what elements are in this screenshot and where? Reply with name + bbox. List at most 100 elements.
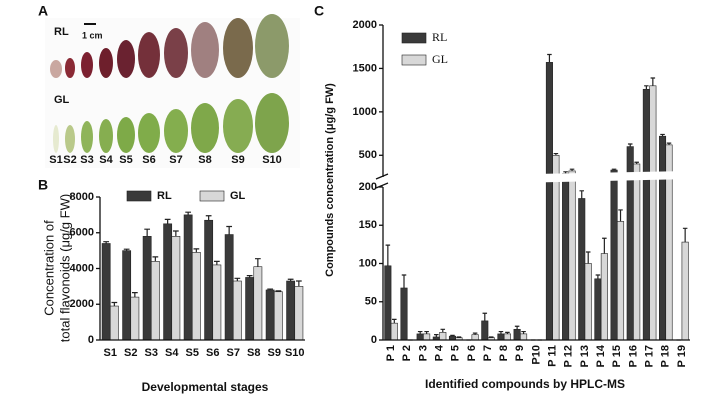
leaf: [138, 113, 160, 153]
error-bar: [172, 230, 179, 237]
x-tick-label: P 6: [466, 345, 478, 361]
error-bar: [482, 312, 488, 321]
leaf: [255, 14, 289, 78]
bar: [658, 135, 667, 341]
x-tick-label: P 4: [433, 344, 445, 361]
y-tick-label: 0: [88, 334, 94, 346]
stage-label: S7: [169, 154, 182, 166]
x-tick-label: P10: [530, 345, 542, 365]
row-label: RL: [54, 26, 69, 38]
y-tick-label: 2000: [70, 298, 94, 310]
error-bar: [682, 227, 688, 243]
x-tick-label: S5: [186, 347, 199, 359]
x-tick-label: S3: [145, 347, 158, 359]
bar: [273, 291, 283, 341]
bar: [594, 278, 602, 341]
legend-label: RL: [157, 190, 172, 202]
bar: [439, 332, 447, 341]
bar: [384, 265, 392, 341]
error-bar: [287, 278, 294, 282]
stage-label: S2: [63, 154, 76, 166]
legend-label: GL: [432, 52, 448, 66]
bar: [616, 221, 625, 341]
leaf: [164, 109, 188, 153]
x-tick-label: P 18: [660, 345, 672, 367]
leaf: [53, 125, 59, 153]
bar: [400, 287, 408, 341]
bar: [232, 280, 242, 341]
x-tick-label: S10: [285, 347, 305, 359]
leaf: [191, 103, 219, 153]
panel-label: A: [38, 3, 48, 19]
error-bar: [254, 258, 261, 267]
bar: [294, 286, 304, 341]
error-bar: [660, 133, 665, 137]
x-tick-label: P 19: [676, 345, 688, 367]
error-bar: [234, 277, 241, 282]
bar: [584, 263, 592, 341]
panel-label: C: [314, 3, 324, 19]
bar: [191, 252, 201, 341]
error-bar: [295, 280, 302, 287]
x-tick-label: S1: [104, 347, 117, 359]
y-tick-label: 50: [365, 296, 377, 308]
error-bar: [246, 275, 253, 278]
error-bar: [505, 331, 510, 334]
bar: [600, 253, 608, 341]
bar: [150, 261, 160, 341]
legend-swatch: [126, 190, 152, 202]
bar: [286, 280, 296, 341]
error-bar: [611, 168, 617, 171]
error-bar: [103, 241, 110, 244]
bar: [171, 236, 181, 341]
y-axis-label: Concentration of: [41, 220, 56, 316]
error-bar: [666, 142, 672, 145]
bar: [545, 62, 553, 341]
error-bar: [521, 330, 526, 334]
legend-label: RL: [432, 30, 447, 44]
stage-label: S10: [262, 154, 282, 166]
error-bar: [498, 330, 504, 334]
error-bar: [627, 143, 633, 147]
y-tick-label: 200: [359, 181, 377, 193]
stage-label: S3: [80, 154, 93, 166]
bar: [142, 236, 152, 341]
y-axis-label: total flavonoids (μg/g FW): [57, 194, 72, 342]
bar: [130, 296, 140, 341]
bar: [101, 243, 111, 341]
error-bar: [595, 274, 601, 279]
leaf: [223, 99, 253, 153]
y-axis-label: Compounds concentration (μg/g FW): [324, 83, 336, 277]
error-bar: [472, 332, 478, 335]
leaf: [255, 93, 289, 153]
bar: [610, 169, 618, 341]
bar: [568, 170, 576, 341]
error-bar: [563, 171, 568, 174]
panel-label: B: [38, 177, 48, 193]
stage-label: S8: [198, 154, 211, 166]
error-bar: [488, 336, 494, 338]
legend-swatch: [401, 32, 427, 44]
x-tick-label: P 5: [450, 345, 462, 361]
error-bar: [275, 290, 282, 292]
error-bar: [456, 336, 462, 338]
x-tick-label: P 7: [482, 345, 494, 361]
leaf: [81, 52, 93, 78]
stage-label: S6: [142, 154, 155, 166]
x-tick-label: P 13: [579, 345, 591, 367]
error-bar: [185, 211, 192, 215]
leaf: [191, 22, 219, 78]
x-tick-label: P 17: [644, 345, 656, 367]
y-tick-label: 2000: [353, 19, 377, 31]
error-bar: [650, 77, 656, 86]
error-bar: [213, 260, 220, 265]
error-bar: [553, 152, 559, 156]
error-bar: [205, 215, 212, 221]
error-bar: [392, 318, 397, 324]
bar: [520, 333, 528, 341]
error-bar: [440, 328, 446, 333]
error-bar: [144, 228, 151, 237]
leaf: [50, 60, 62, 78]
error-bar: [226, 225, 233, 235]
